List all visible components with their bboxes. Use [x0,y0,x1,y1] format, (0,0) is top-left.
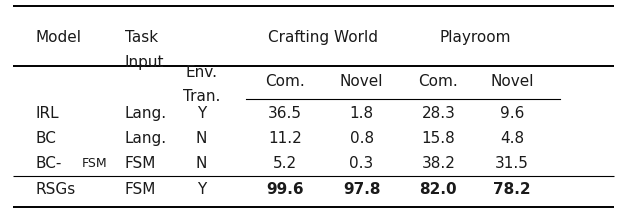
Text: 1.8: 1.8 [349,106,374,121]
Text: 0.3: 0.3 [349,155,374,170]
Text: Tran.: Tran. [183,89,220,104]
Text: Playroom: Playroom [439,31,511,45]
Text: RSGs: RSGs [35,182,76,197]
Text: N: N [196,155,207,170]
Text: BC-: BC- [35,155,61,170]
Text: IRL: IRL [35,106,59,121]
Text: Y: Y [197,106,206,121]
Text: 99.6: 99.6 [266,182,303,197]
Text: 36.5: 36.5 [268,106,302,121]
Text: 15.8: 15.8 [422,131,455,146]
Text: Input: Input [125,55,164,70]
Text: 97.8: 97.8 [343,182,380,197]
Text: 11.2: 11.2 [268,131,301,146]
Text: 38.2: 38.2 [422,155,455,170]
Text: Crafting World: Crafting World [268,31,378,45]
Text: Com.: Com. [265,74,305,89]
Text: Y: Y [197,182,206,197]
Text: Env.: Env. [186,65,218,80]
Text: Lang.: Lang. [125,106,167,121]
Text: Novel: Novel [490,74,534,89]
Text: BC: BC [35,131,56,146]
Text: FSM: FSM [81,157,107,170]
Text: FSM: FSM [125,155,156,170]
Text: Model: Model [35,31,81,45]
Text: N: N [196,131,207,146]
Text: 31.5: 31.5 [495,155,529,170]
Text: 78.2: 78.2 [493,182,531,197]
Text: Com.: Com. [419,74,458,89]
Text: 82.0: 82.0 [420,182,457,197]
Text: 5.2: 5.2 [273,155,297,170]
Text: FSM: FSM [125,182,156,197]
Text: 28.3: 28.3 [422,106,455,121]
Text: 4.8: 4.8 [500,131,524,146]
Text: Lang.: Lang. [125,131,167,146]
Text: Task: Task [125,31,158,45]
Text: 9.6: 9.6 [500,106,524,121]
Text: Novel: Novel [340,74,383,89]
Text: 0.8: 0.8 [349,131,374,146]
